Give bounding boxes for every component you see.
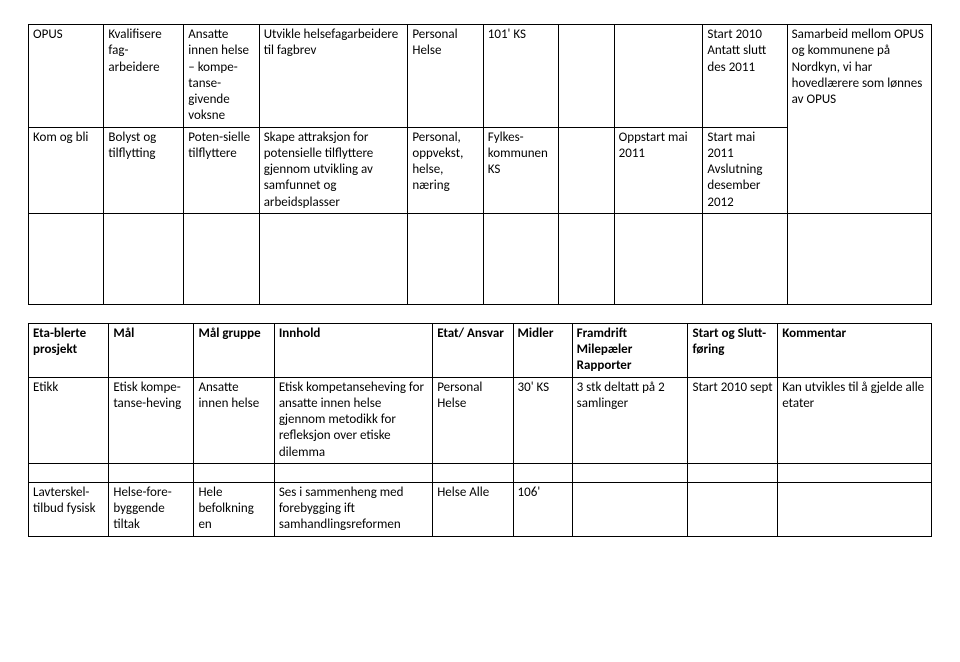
col-header: Mål gruppe	[194, 323, 274, 377]
cell: Utvikle helsefagarbeidere til fagbrev	[259, 25, 408, 128]
cell: Kan utvikles til å gjelde alle etater	[778, 377, 932, 463]
col-header: Mål	[109, 323, 194, 377]
cell: OPUS	[29, 25, 104, 128]
cell	[572, 482, 688, 536]
cell: Oppstart mai 2011	[614, 127, 703, 213]
cell: Kvalifisere fag-arbeidere	[104, 25, 184, 128]
col-header: Midler	[513, 323, 572, 377]
spacer-row	[29, 250, 932, 268]
cell	[559, 25, 614, 128]
table-top: OPUS Kvalifisere fag-arbeidere Ansatte i…	[28, 24, 932, 305]
cell: Skape attraksjon for potensielle tilflyt…	[259, 127, 408, 213]
cell: Bolyst og tilflytting	[104, 127, 184, 213]
cell: Fylkes-kommunen KS	[483, 127, 558, 213]
spacer-row	[29, 232, 932, 250]
col-header: Framdrift Milepæler Rapporter	[572, 323, 688, 377]
cell: Helse Alle	[433, 482, 513, 536]
cell: Start 2010 sept	[688, 377, 778, 463]
col-header: Etat/ Ansvar	[433, 323, 513, 377]
col-header: Eta-blerte prosjekt	[29, 323, 109, 377]
cell: Poten-sielle tilflyttere	[184, 127, 259, 213]
cell	[688, 482, 778, 536]
col-header: Kommentar	[778, 323, 932, 377]
page: OPUS Kvalifisere fag-arbeidere Ansatte i…	[0, 0, 960, 662]
cell: Helse-fore-byggende tiltak	[109, 482, 194, 536]
cell	[778, 482, 932, 536]
table-bottom: Eta-blerte prosjekt Mål Mål gruppe Innho…	[28, 323, 932, 537]
cell: Kom og bli	[29, 127, 104, 213]
table-row: Lavterskel-tilbud fysisk Helse-fore-bygg…	[29, 482, 932, 536]
table-gap	[28, 305, 932, 323]
cell: 3 stk deltatt på 2 samlinger	[572, 377, 688, 463]
cell: Start mai 2011 Avslutning desember 2012	[703, 127, 787, 213]
table-row: Etikk Etisk kompe-tanse-heving Ansatte i…	[29, 377, 932, 463]
spacer-row	[29, 286, 932, 305]
spacer-row	[29, 463, 932, 482]
spacer-row	[29, 213, 932, 232]
cell: Samarbeid mellom OPUS og kommunene på No…	[787, 25, 931, 214]
cell: Ses i sammenheng med forebygging ift sam…	[274, 482, 432, 536]
cell: Etisk kompe-tanse-heving	[109, 377, 194, 463]
cell: Hele befolkning en	[194, 482, 274, 536]
table-row: OPUS Kvalifisere fag-arbeidere Ansatte i…	[29, 25, 932, 128]
col-header: Innhold	[274, 323, 432, 377]
cell: 106'	[513, 482, 572, 536]
col-header: Start og Slutt-føring	[688, 323, 778, 377]
table-header-row: Eta-blerte prosjekt Mål Mål gruppe Innho…	[29, 323, 932, 377]
spacer-row	[29, 268, 932, 286]
cell: 30' KS	[513, 377, 572, 463]
cell: Start 2010 Antatt slutt des 2011	[703, 25, 787, 128]
cell: Personal Helse	[408, 25, 483, 128]
cell: Ansatte innen helse – kompe-tanse-givend…	[184, 25, 259, 128]
cell: Lavterskel-tilbud fysisk	[29, 482, 109, 536]
cell: 101' KS	[483, 25, 558, 128]
cell: Etisk kompetanseheving for ansatte innen…	[274, 377, 432, 463]
cell: Ansatte innen helse	[194, 377, 274, 463]
cell: Personal Helse	[433, 377, 513, 463]
cell: Personal, oppvekst, helse, næring	[408, 127, 483, 213]
cell	[614, 25, 703, 128]
cell: Etikk	[29, 377, 109, 463]
cell	[559, 127, 614, 213]
